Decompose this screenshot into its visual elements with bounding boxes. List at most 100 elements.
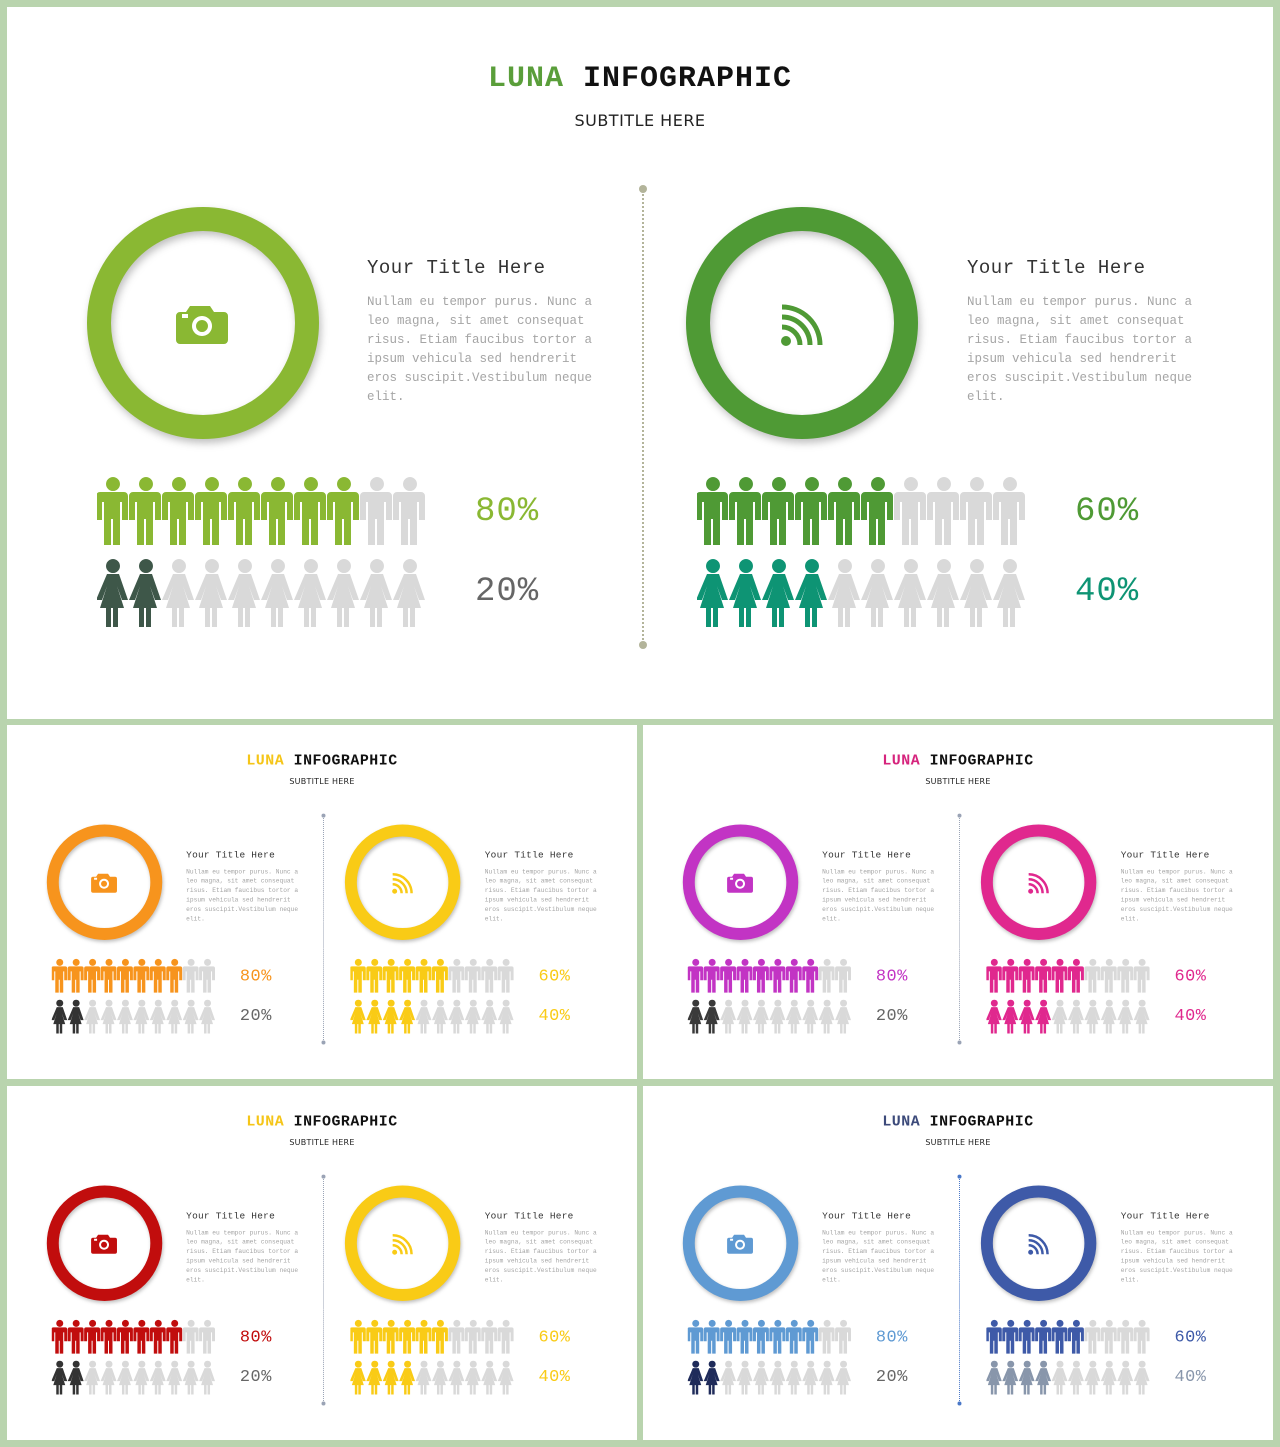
men-icon-row [350, 1319, 514, 1354]
woman-figure-icon [464, 1360, 481, 1395]
woman-figure-icon [835, 1360, 852, 1395]
man-figure-icon [1051, 958, 1068, 993]
donut-ring [682, 1185, 799, 1301]
woman-figure-icon [785, 1360, 802, 1395]
women-icon-row [687, 1360, 852, 1395]
woman-figure-icon [448, 1360, 465, 1395]
man-figure-icon [986, 1319, 1002, 1354]
panel-body-text: Nullam eu tempor purus. Nunc a leo magna… [822, 868, 935, 923]
title-accent: LUNA [246, 752, 285, 770]
men-percentage: 80% [239, 966, 272, 986]
woman-figure-icon [1051, 1360, 1068, 1395]
infographic-slide: LUNA INFOGRAPHIC SUBTITLE HERE Your Ti [7, 7, 1273, 719]
donut-ring [344, 824, 461, 940]
man-figure-icon [736, 958, 753, 993]
panel-body-text: Nullam eu tempor purus. Nunc a leo magna… [1120, 1229, 1233, 1284]
woman-figure-icon [802, 1360, 819, 1395]
woman-figure-icon [415, 999, 432, 1034]
woman-figure-icon [133, 999, 150, 1034]
woman-figure-icon [1002, 1360, 1019, 1395]
woman-figure-icon [1133, 1360, 1150, 1395]
slide-title: LUNA INFOGRAPHIC [7, 752, 637, 769]
woman-figure-icon [51, 999, 68, 1034]
woman-figure-icon [399, 1360, 416, 1395]
man-figure-icon [382, 958, 399, 993]
men-percentage: 60% [538, 966, 571, 986]
woman-figure-icon [835, 999, 852, 1034]
man-figure-icon [894, 477, 926, 545]
man-figure-icon [835, 1319, 852, 1354]
men-percentage: 60% [538, 1327, 571, 1347]
camera-icon [172, 292, 232, 352]
man-figure-icon [497, 958, 514, 993]
woman-figure-icon [752, 1360, 769, 1395]
women-icon-row [687, 999, 852, 1034]
woman-figure-icon [366, 1360, 383, 1395]
women-icon-row [51, 1360, 216, 1395]
woman-figure-icon [497, 1360, 514, 1395]
man-figure-icon [687, 958, 704, 993]
woman-figure-icon [116, 999, 133, 1034]
rss-icon [772, 295, 832, 355]
man-figure-icon [162, 477, 194, 545]
man-figure-icon [1084, 958, 1101, 993]
man-figure-icon [736, 1319, 753, 1354]
women-icon-row [986, 999, 1150, 1034]
infographic-slide: LUNA INFOGRAPHIC SUBTITLE HERE Your Ti [7, 725, 637, 1079]
woman-figure-icon [399, 999, 416, 1034]
divider-dot-bottom [321, 1401, 326, 1406]
man-figure-icon [399, 958, 416, 993]
divider-dot-bottom [957, 1040, 962, 1045]
woman-figure-icon [1067, 999, 1084, 1034]
man-figure-icon [448, 958, 465, 993]
man-figure-icon [828, 477, 860, 545]
man-figure-icon [818, 958, 835, 993]
woman-figure-icon [116, 1360, 133, 1395]
man-figure-icon [431, 1319, 448, 1354]
man-figure-icon [752, 1319, 769, 1354]
man-figure-icon [294, 477, 326, 545]
center-divider [321, 1174, 326, 1406]
man-figure-icon [802, 958, 819, 993]
woman-figure-icon [166, 999, 183, 1034]
man-figure-icon [861, 477, 893, 545]
man-figure-icon [1100, 958, 1117, 993]
man-figure-icon [84, 1319, 101, 1354]
man-figure-icon [1100, 1319, 1117, 1354]
man-figure-icon [687, 1319, 704, 1354]
woman-figure-icon [986, 999, 1002, 1034]
woman-figure-icon [703, 1360, 720, 1395]
woman-figure-icon [1067, 1360, 1084, 1395]
man-figure-icon [149, 958, 166, 993]
panel-title: Your Title Here [367, 257, 546, 279]
woman-figure-icon [818, 1360, 835, 1395]
panel-title: Your Title Here [822, 849, 911, 861]
woman-figure-icon [894, 559, 926, 627]
women-percentage: 20% [475, 573, 540, 611]
woman-figure-icon [828, 559, 860, 627]
woman-figure-icon [769, 1360, 786, 1395]
man-figure-icon [228, 477, 260, 545]
men-percentage: 80% [875, 966, 908, 986]
panel-title: Your Title Here [1120, 849, 1210, 861]
woman-figure-icon [84, 999, 101, 1034]
women-percentage: 40% [538, 1367, 571, 1387]
panel-title: Your Title Here [967, 257, 1146, 279]
center-divider [957, 1174, 962, 1406]
men-icon-row [97, 477, 425, 545]
rss-icon [1024, 1229, 1054, 1259]
man-figure-icon [1035, 1319, 1052, 1354]
divider-dot-top [639, 185, 647, 193]
man-figure-icon [415, 1319, 432, 1354]
women-percentage: 20% [875, 1006, 908, 1026]
slide-title: LUNA INFOGRAPHIC [643, 1113, 1273, 1130]
women-icon-row [97, 559, 425, 627]
woman-figure-icon [350, 1360, 366, 1395]
man-figure-icon [729, 477, 761, 545]
title-rest: INFOGRAPHIC [929, 752, 1034, 770]
woman-figure-icon [795, 559, 827, 627]
man-figure-icon [1018, 958, 1035, 993]
man-figure-icon [399, 1319, 416, 1354]
women-percentage: 40% [1075, 573, 1140, 611]
divider-dot-top [321, 1174, 326, 1179]
